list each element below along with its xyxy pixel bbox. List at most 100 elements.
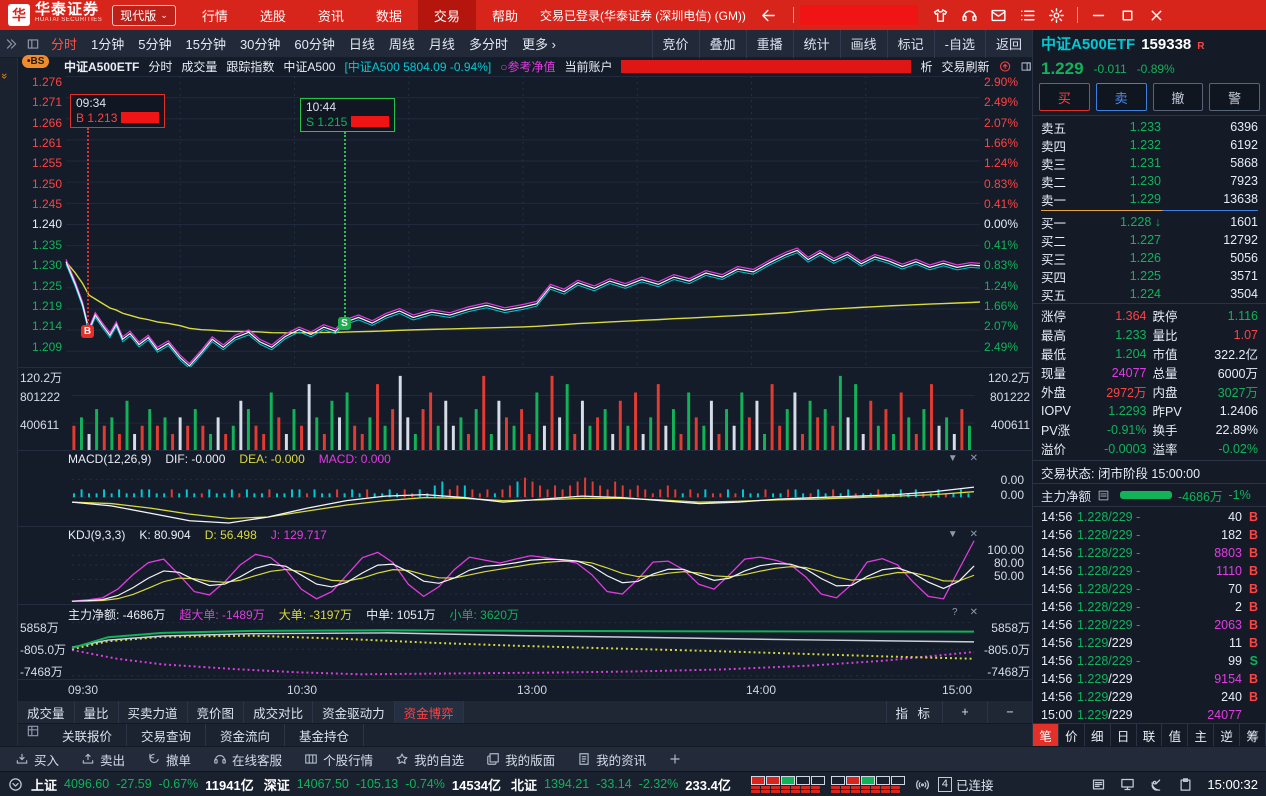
menu-数据[interactable]: 数据 — [375, 8, 402, 24]
tab-量比[interactable]: 量比 — [75, 701, 119, 724]
collapse-pane-icon[interactable]: ▼ — [947, 528, 958, 540]
market-heat-indicator[interactable] — [750, 775, 905, 793]
tick-row[interactable]: 14:56 1.228/229 - 8803 B — [1041, 544, 1258, 562]
shortcut-卖出[interactable]: 卖出 — [72, 750, 134, 769]
minimize-icon[interactable] — [1090, 7, 1107, 24]
menu-list-icon[interactable] — [1019, 7, 1036, 24]
tool-返回[interactable]: 返回 — [984, 29, 1032, 58]
panel-split-icon[interactable] — [1020, 60, 1032, 73]
shortcut-我的版面[interactable]: 我的版面 — [477, 750, 564, 769]
shortcut-add[interactable] — [659, 752, 691, 766]
shortcut-在线客服[interactable]: 在线客服 — [204, 750, 291, 769]
back-arrow-icon[interactable] — [760, 7, 777, 24]
shortcut-撤单[interactable]: 撤单 — [138, 750, 200, 769]
period-周线[interactable]: 周线 — [388, 37, 415, 52]
add-pane-button[interactable]: + — [942, 701, 987, 724]
ticktab-筹[interactable]: 筹 — [1240, 724, 1266, 746]
close-pane-icon[interactable]: ✕ — [969, 606, 978, 618]
period-多分时[interactable]: 多分时 — [468, 37, 508, 52]
remove-pane-button[interactable]: − — [987, 701, 1032, 724]
tab-资金博弈[interactable]: 资金博弈 — [394, 701, 464, 724]
fund-flow-pane[interactable]: 主力净额: -4686万 超大单: -1489万 大单: -3197万 中单: 105… — [18, 603, 1032, 680]
detail-list-icon[interactable] — [1097, 489, 1110, 502]
tab-买卖力道[interactable]: 买卖力道 — [119, 701, 188, 724]
period-15分钟[interactable]: 15分钟 — [185, 37, 226, 52]
headset-icon[interactable] — [961, 7, 978, 24]
tool-叠加[interactable]: 叠加 — [698, 29, 746, 58]
tick-row[interactable]: 14:56 1.228/229 - 99 S — [1041, 652, 1258, 670]
tab-基金持仓[interactable]: 基金持仓 — [285, 724, 365, 746]
menu-选股[interactable]: 选股 — [259, 8, 286, 24]
macd-chart[interactable] — [64, 451, 982, 526]
trade-button-卖[interactable]: 卖 — [1095, 83, 1147, 111]
close-pane-icon[interactable]: ✕ — [969, 528, 978, 540]
ticktab-联[interactable]: 联 — [1137, 724, 1163, 746]
tick-row[interactable]: 14:56 1.228/229 - 2063 B — [1041, 616, 1258, 634]
menu-交易[interactable]: 交易 — [417, 0, 476, 30]
ticktab-日[interactable]: 日 — [1111, 724, 1137, 746]
ask-row[interactable]: 卖二 1.230 7923 — [1041, 172, 1258, 190]
collapse-pane-icon[interactable]: ▼ — [947, 453, 958, 465]
trade-button-撤[interactable]: 撤 — [1152, 83, 1204, 111]
tick-row[interactable]: 14:56 1.228/229 - 1110 B — [1041, 562, 1258, 580]
intraday-price-pane[interactable]: 1.276 1.271 1.266 1.261 1.255 1.250 1.245 1.240… — [18, 75, 1032, 367]
bid-row[interactable]: 买四 1.225 3571 — [1041, 267, 1258, 285]
panel-toggle-icon[interactable] — [26, 37, 40, 51]
period-分时[interactable]: 分时 — [51, 37, 78, 52]
kdj-chart[interactable] — [64, 527, 982, 604]
kdj-pane[interactable]: KDJ(9,3,3) K: 80.904 D: 56.498 J: 129.717 ▼… — [18, 525, 1032, 604]
maximize-icon[interactable] — [1119, 7, 1136, 24]
security-name[interactable]: 中证A500ETF — [1041, 36, 1136, 53]
tick-row[interactable]: 14:56 1.229/229 240 B — [1041, 688, 1258, 706]
help-icon[interactable]: ? — [952, 606, 958, 618]
bid-row[interactable]: 买一 1.228 ↓ 1601 — [1041, 213, 1258, 231]
trade-button-警[interactable]: 警 — [1209, 83, 1260, 111]
period-30分钟[interactable]: 30分钟 — [239, 37, 281, 52]
shortcut-我的自选[interactable]: 我的自选 — [386, 750, 473, 769]
period-更多 ›[interactable]: 更多 › — [521, 37, 556, 52]
shortcut-我的资讯[interactable]: 我的资讯 — [568, 750, 655, 769]
satellite-icon[interactable] — [1149, 777, 1164, 792]
ticktab-价[interactable]: 价 — [1059, 724, 1085, 746]
volume-chart[interactable] — [64, 368, 982, 451]
tab-竞价图[interactable]: 竞价图 — [188, 701, 245, 724]
tick-row[interactable]: 14:56 1.229/229 11 B — [1041, 634, 1258, 652]
shortcut-个股行情[interactable]: 个股行情 — [295, 750, 382, 769]
menu-行情[interactable]: 行情 — [201, 8, 228, 24]
ask-row[interactable]: 卖一 1.229 13638 — [1041, 190, 1258, 208]
tool-标记[interactable]: 标记 — [886, 29, 934, 58]
ticktab-细[interactable]: 细 — [1085, 724, 1111, 746]
mail-icon[interactable] — [990, 7, 1007, 24]
tick-row[interactable]: 15:00 1.229/229 24077 — [1041, 706, 1258, 723]
refresh-up-icon[interactable] — [999, 60, 1011, 73]
monitor-icon[interactable] — [1120, 777, 1135, 792]
tick-row[interactable]: 14:56 1.228/229 - 70 B — [1041, 580, 1258, 598]
shortcut-买入[interactable]: 买入 — [6, 750, 68, 769]
tool-重播[interactable]: 重播 — [745, 29, 793, 58]
tab-资金驱动力[interactable]: 资金驱动力 — [313, 701, 395, 724]
news-panel-icon[interactable] — [1091, 777, 1106, 792]
tab-交易查询[interactable]: 交易查询 — [127, 724, 207, 746]
ticktab-主[interactable]: 主 — [1188, 724, 1215, 746]
indicator-settings-button[interactable]: 指 标 — [885, 701, 942, 724]
tab-资金流向[interactable]: 资金流向 — [206, 724, 286, 746]
macd-pane[interactable]: MACD(12,26,9) DIF: -0.000 DEA: -0.000 MACD:… — [18, 450, 1032, 526]
version-selector[interactable]: 现代版 ⌄ — [112, 4, 176, 26]
skin-icon[interactable] — [932, 7, 949, 24]
close-pane-icon[interactable]: ✕ — [969, 453, 978, 465]
period-5分钟[interactable]: 5分钟 — [138, 37, 172, 52]
settings-icon[interactable] — [1048, 7, 1065, 24]
tab-关联报价[interactable]: 关联报价 — [48, 724, 128, 746]
price-chart[interactable] — [64, 75, 982, 367]
bid-row[interactable]: 买五 1.224 3504 — [1041, 285, 1258, 303]
menu-资讯[interactable]: 资讯 — [317, 8, 344, 24]
trade-button-买[interactable]: 买 — [1039, 83, 1090, 111]
ticktab-值[interactable]: 值 — [1162, 724, 1189, 746]
tick-row[interactable]: 14:56 1.229/229 9154 B — [1041, 670, 1258, 688]
tick-row[interactable]: 14:56 1.228/229 - 40 B — [1041, 508, 1258, 526]
ticktab-笔[interactable]: 笔 — [1033, 724, 1059, 746]
grid-view-icon[interactable] — [26, 724, 40, 738]
volume-pane[interactable]: 120.2万 801222 400611 120.2万 801222 400611 — [18, 366, 1032, 451]
close-icon[interactable] — [1148, 7, 1165, 24]
